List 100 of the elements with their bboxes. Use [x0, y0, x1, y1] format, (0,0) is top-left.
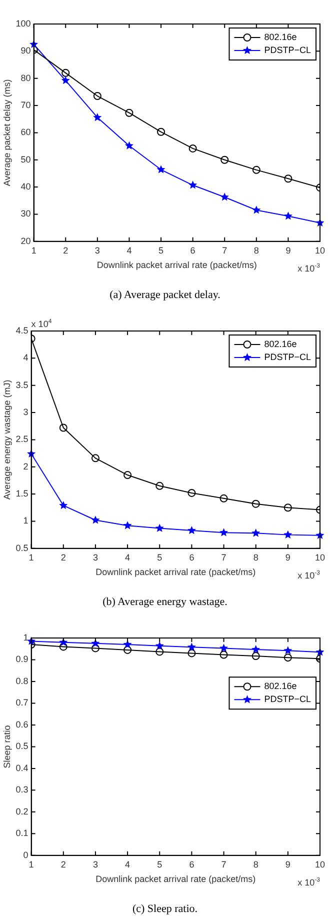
x-axis-title: Downlink packet arrival rate (packet/ms): [96, 567, 256, 578]
y-tick-label: 40: [20, 182, 31, 192]
x-axis-title: Downlink packet arrival rate (packet/ms): [96, 260, 257, 270]
x-tick-label: 5: [157, 859, 162, 870]
point: [155, 524, 164, 532]
y-tick-label: 20: [20, 236, 31, 246]
point: [124, 471, 132, 480]
x-tick-label: 3: [92, 859, 98, 870]
point: [91, 454, 100, 462]
point: [156, 482, 164, 490]
point: [284, 174, 292, 183]
y-tick-label: 0.8: [16, 676, 28, 686]
point: [123, 521, 132, 530]
y-tick-label: 100: [16, 18, 31, 28]
y-tick-label: 0.7: [16, 698, 28, 708]
x-axis-title: Downlink packet arrival rate (packet/ms): [96, 874, 256, 884]
point: [187, 526, 196, 534]
point: [62, 68, 70, 77]
x-tick-label: 9: [286, 245, 291, 256]
x-tick-label: 7: [222, 245, 228, 256]
y-tick-label: 90: [20, 46, 31, 56]
point: [220, 156, 229, 164]
y-tick-label: 0: [23, 850, 28, 860]
y-axis-title: Average energy wastage (mJ): [2, 380, 12, 500]
y-tick-label: 4.5: [16, 325, 28, 336]
y-tick-label: 1: [23, 516, 28, 526]
x-tick-label: 6: [190, 245, 196, 256]
point: [125, 108, 134, 117]
x-tick-label: 3: [94, 245, 100, 256]
y-tick-label: 3.5: [16, 380, 28, 390]
legend-label: PDSTP−CL: [264, 694, 312, 704]
y-tick-label: 3: [23, 407, 28, 418]
x-tick-label: 8: [253, 552, 258, 562]
text: (b) Average energy wastage.: [102, 595, 228, 610]
y-tick-label: 2: [23, 461, 28, 472]
x-tick-label: 2: [60, 552, 66, 562]
x-tick-label: 4: [125, 859, 130, 870]
x-tick-label: 9: [285, 552, 290, 562]
point: [284, 212, 292, 220]
y-tick-label: 0.2: [16, 806, 28, 816]
point: [220, 192, 229, 201]
legend-label: 802.16e: [264, 338, 297, 349]
x-tick-label: 9: [285, 859, 290, 870]
x-tick-label: 5: [157, 552, 162, 562]
point: [156, 165, 166, 174]
y-tick-label: 1.5: [16, 488, 28, 499]
point: [124, 141, 134, 150]
x-tick-label: 2: [60, 859, 66, 870]
point: [188, 144, 197, 152]
legend-label: 802.16e: [264, 681, 297, 692]
point: [284, 504, 292, 512]
x-tick-label: 8: [254, 245, 259, 256]
y-tick-label: 0.1: [16, 828, 28, 838]
x-tick-label: 10: [314, 245, 326, 256]
y-tick-label: 0.6: [16, 719, 28, 730]
y-tick-label: 0.9: [16, 654, 28, 664]
y-tick-label: 4: [23, 352, 28, 363]
y-tick-label: 30: [20, 208, 31, 219]
x-tick-label: 4: [125, 552, 130, 562]
text: (a) Average packet delay.: [108, 288, 222, 303]
y-tick-label: 1: [23, 632, 28, 642]
legend-label: 802.16e: [264, 32, 297, 42]
point: [93, 92, 102, 100]
y-tick-label: 0.5: [16, 741, 28, 752]
x-tick-label: 8: [253, 859, 258, 870]
point: [219, 528, 228, 536]
point: [220, 494, 228, 502]
legend-label: PDSTP−CL: [264, 352, 312, 362]
y-tick-label: 0.4: [16, 762, 28, 773]
x-tick-label: 7: [221, 859, 226, 870]
point: [59, 500, 68, 510]
point: [252, 528, 260, 537]
y-tick-label: 70: [20, 100, 31, 110]
y-tick-label: 50: [20, 154, 31, 164]
point: [157, 128, 166, 136]
point: [188, 180, 198, 189]
text: (c) Sleep ratio.: [131, 902, 199, 917]
y-tick-label: 60: [20, 127, 31, 138]
x-tick-label: 4: [126, 245, 132, 256]
point: [59, 424, 68, 432]
x-tick-label: 2: [63, 245, 68, 256]
point: [284, 530, 292, 538]
x-tick-label: 10: [314, 552, 326, 562]
legend-label: PDSTP−CL: [264, 44, 312, 55]
point: [252, 206, 261, 214]
x-tick-label: 3: [92, 552, 98, 562]
y-tick-label: 0.5: [16, 542, 28, 553]
y-tick-label: 80: [20, 72, 31, 83]
y-tick-label: 0.3: [16, 784, 28, 795]
x-tick-label: 6: [189, 552, 194, 562]
y-axis-title: Average packet delay (ms): [2, 79, 12, 186]
y-tick-label: 2.5: [16, 434, 28, 444]
point: [188, 488, 196, 497]
point: [61, 76, 70, 84]
point: [93, 112, 102, 122]
point: [252, 166, 260, 174]
x-tick-label: 5: [158, 245, 164, 256]
point: [252, 500, 260, 508]
point: [91, 516, 100, 524]
x-tick-label: 6: [189, 859, 194, 870]
